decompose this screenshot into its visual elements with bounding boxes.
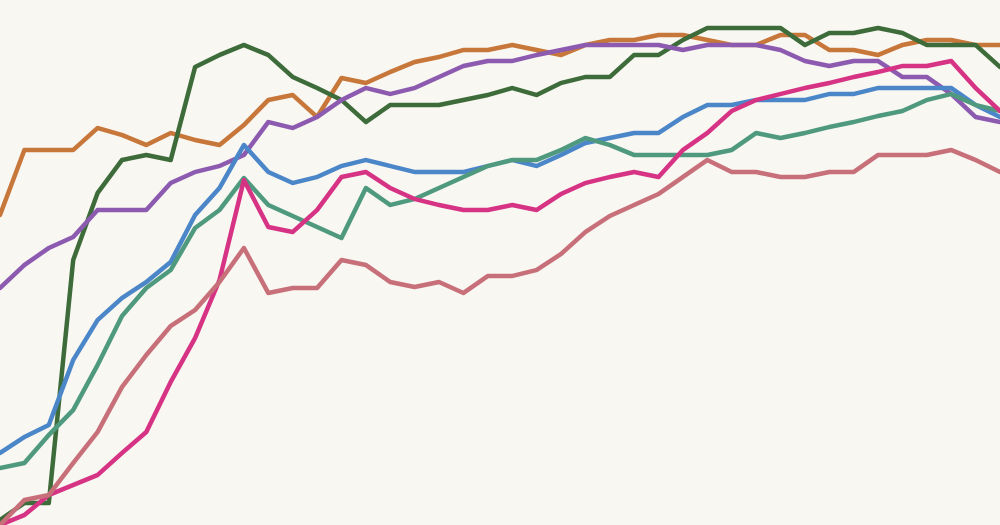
series-line <box>0 58 1000 525</box>
series-line <box>0 32 1000 218</box>
series-line <box>0 91 1000 471</box>
series-line <box>0 147 1000 525</box>
series-line <box>0 25 1000 523</box>
series-line <box>0 42 1000 291</box>
